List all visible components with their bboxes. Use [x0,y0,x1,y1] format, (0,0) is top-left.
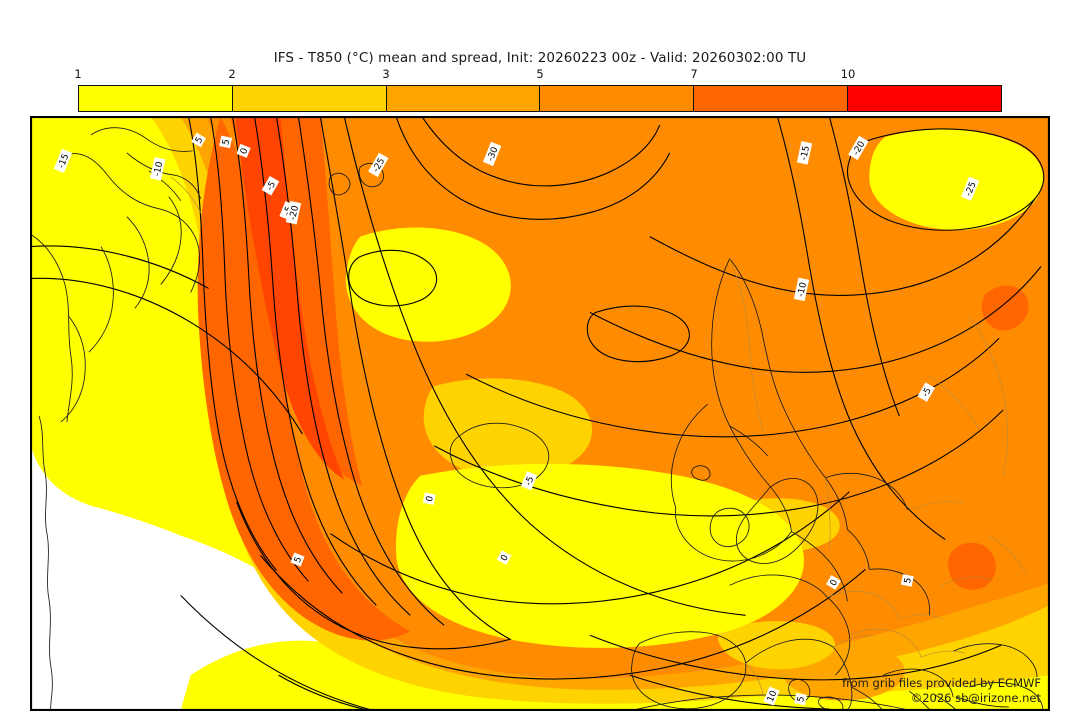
contour-label: 5 [290,552,305,567]
contour-lines [31,117,1045,710]
colorbar-tick-2: 2 [228,67,236,81]
contour-label: 0 [236,143,251,158]
spread-hotspot-e [948,542,996,590]
spread-hotspot-ne [981,285,1029,331]
contour-label: -5 [917,382,936,402]
contour-label: 10 [763,686,780,706]
contour-label-text: 5 [903,577,914,585]
map-frame[interactable]: -15-10-5055-5-20-25-30-15-20-25-10-5-500… [30,116,1050,711]
colorbar-container: 1 2 3 5 7 10 [74,68,1002,112]
contour-label: -5 [261,176,280,196]
spread-band-7-10 [197,117,411,641]
contour-label-chip [960,176,980,201]
contour-label-chip [219,135,233,149]
contour-label-chip [496,550,512,565]
contour-label-chip [53,148,73,173]
contour-label-text: 10 [766,689,780,704]
colorbar-segment-5-7 [540,86,695,111]
contour-label: -20 [285,200,302,225]
contour-label-chip [520,471,538,491]
contour-label-chip [261,176,280,196]
contour-label-chip [290,552,305,567]
contour-label: 0 [496,550,512,565]
contour-label-chip [150,157,166,181]
contour-label-text: -5 [524,475,537,487]
contour-label-text: 0 [499,553,511,563]
contour-label: 0 [826,575,841,590]
contour-label-text: -5 [265,180,278,193]
contour-label: -5 [520,471,538,491]
spread-colorbar [78,85,1002,112]
contour-label-text: -20 [288,204,301,221]
map-canvas: -15-10-5055-5-20-25-30-15-20-25-10-5-500… [31,117,1049,710]
spread-pool-iceland [423,378,593,478]
contour-label-chip [826,575,841,590]
contour-label-text: 5 [796,695,807,703]
contour-label-text: -10 [796,281,809,298]
contour-label: 5 [191,132,207,148]
contour-label-chip [368,152,389,177]
contour-label-chip [482,141,502,167]
contour-label-text: 5 [194,136,206,146]
colorbar-tick-1: 1 [74,67,82,81]
colorbar-tick-10: 10 [840,67,856,81]
contour-label-chip [917,382,936,402]
contour-label-chip [422,492,436,506]
contour-label-chip [794,692,807,706]
contour-label-text: -10 [152,161,165,178]
contour-label-text: -15 [799,145,812,161]
colorbar-tick-5: 5 [536,67,544,81]
country-borders [170,176,1028,698]
contour-label-text: -5 [921,386,934,399]
colorbar-segment-2-3 [232,86,387,111]
contour-label-chip [848,135,869,161]
spread-pool-ne [869,129,1044,230]
colorbar-segment-1-2 [79,86,233,111]
contour-label-chip [793,277,810,302]
contour-label-chip [763,686,780,706]
contour-label: -10 [150,157,166,181]
colorbar-segment-3-5 [386,86,541,111]
colorbar-tick-labels: 1 2 3 5 7 10 [74,67,1002,82]
contour-label: 5 [219,135,233,149]
contour-label-chip [285,200,302,225]
contour-label-chip [236,143,251,158]
contour-label-text: 0 [239,147,251,156]
spread-pool-south [396,463,804,648]
colorbar-segment-7-10 [694,86,849,111]
contour-label-chip [796,141,813,165]
contour-label-chip [191,132,207,148]
contour-label-text: 5 [293,555,304,564]
spread-pool-mid [345,227,511,342]
contour-label: 5 [900,574,914,587]
page-title: IFS - T850 (°C) mean and spread, Init: 2… [273,50,807,66]
spread-band-gt-10 [235,117,345,480]
contour-label-text: 0 [425,495,436,503]
spread-patch-alps [717,621,835,670]
colorbar-segment->10 [848,86,1001,111]
contour-label-text: 0 [829,578,841,588]
contour-label: 0 [422,492,436,506]
contour-label: -10 [793,277,810,302]
contour-label: 5 [794,692,807,706]
colorbar-tick-7: 7 [690,67,698,81]
contour-label: -15 [796,141,813,165]
contour-label-text: 5 [221,138,232,146]
colorbar-tick-3: 3 [382,67,390,81]
contour-label-chip [900,574,914,587]
